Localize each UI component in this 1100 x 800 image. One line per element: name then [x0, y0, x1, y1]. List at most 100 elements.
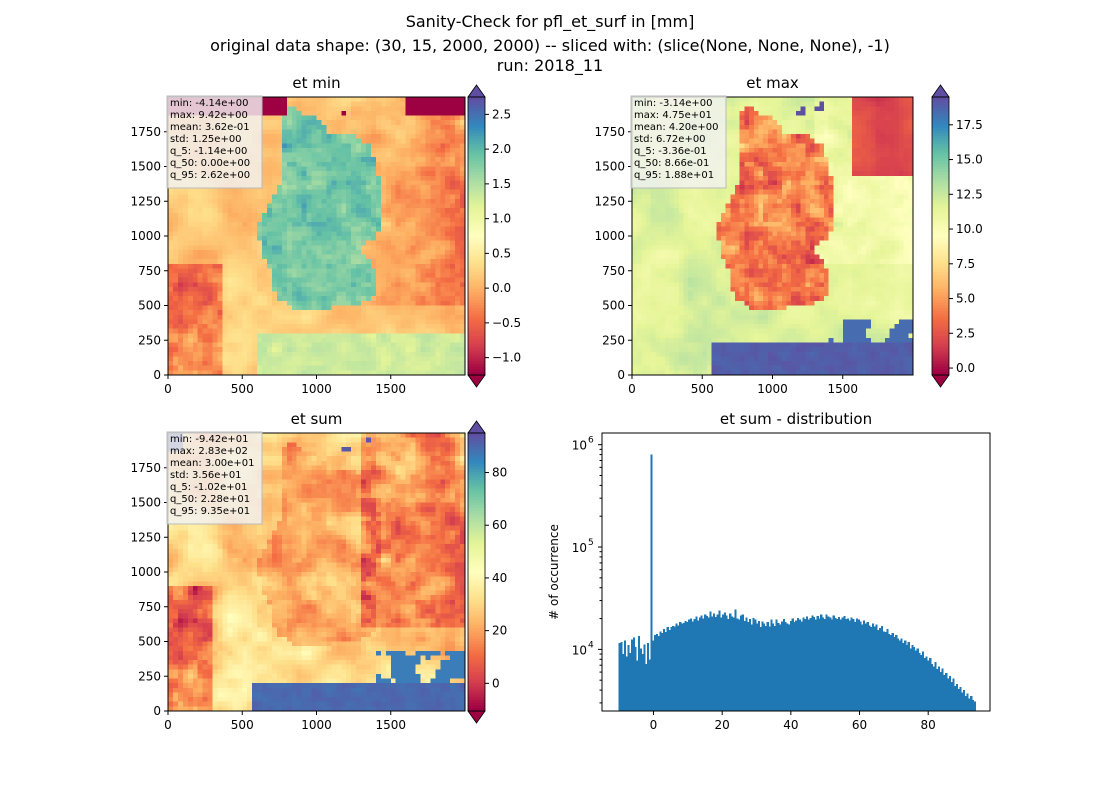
colorbar-segment: [468, 199, 485, 204]
colorbar-segment: [468, 219, 485, 223]
colorbar-segment: [932, 233, 949, 237]
colorbar-segment: [468, 580, 485, 584]
colorbar-segment: [932, 230, 949, 234]
histogram-bar: [755, 623, 759, 711]
colorbar-segment: [468, 496, 485, 501]
colorbar-segment: [468, 283, 485, 287]
colorbar-segment: [932, 372, 949, 376]
histogram-bar: [877, 629, 880, 711]
colorbar-segment: [468, 641, 485, 645]
colorbar-segment: [468, 185, 485, 190]
colorbar-segment: [932, 216, 949, 220]
colorbar-segment: [468, 349, 485, 354]
panel-title: et max: [746, 74, 799, 92]
histogram-bar: [650, 454, 653, 711]
colorbar-segment: [468, 555, 485, 559]
y-tick-label: 1500: [130, 160, 161, 174]
panel-title: et sum: [291, 410, 343, 428]
stats-line: q_50: 8.66e-01: [634, 158, 709, 169]
colorbar-segment: [932, 263, 949, 268]
stats-line: max: 4.75e+01: [634, 110, 712, 121]
colorbar-segment: [468, 583, 485, 587]
colorbar-segment: [468, 305, 485, 309]
histogram-bar: [675, 623, 678, 711]
histogram-bar: [845, 619, 848, 711]
colorbar-segment: [932, 110, 949, 115]
colorbar-segment: [468, 560, 485, 565]
colorbar-segment: [932, 352, 949, 357]
colorbar-tick-label: 2.0: [492, 142, 511, 156]
histogram-bar: [918, 653, 921, 711]
colorbar-segment: [468, 258, 485, 262]
histogram-bar: [714, 616, 717, 711]
histogram-bar: [813, 616, 816, 711]
histogram-bar: [809, 618, 812, 711]
histogram-bar: [927, 660, 930, 711]
colorbar-segment: [932, 172, 949, 176]
colorbar-segment: [932, 138, 949, 143]
colorbar-segment: [468, 585, 485, 590]
histogram-bar: [939, 672, 942, 711]
x-tick-label: 0: [628, 382, 636, 396]
colorbar-segment: [932, 210, 949, 215]
x-tick-label: 500: [231, 382, 254, 396]
histogram-bar: [850, 617, 853, 711]
histogram-bar: [823, 619, 826, 711]
colorbar-segment: [468, 372, 485, 376]
colorbar-segment: [468, 361, 485, 365]
histogram-bar: [736, 618, 739, 711]
colorbar-segment: [932, 194, 949, 198]
stats-line: q_5: -1.02e+01: [170, 482, 247, 493]
stats-line: max: 2.83e+02: [170, 446, 248, 457]
histogram-bar: [950, 682, 953, 711]
histogram-bar: [772, 623, 775, 711]
histogram-bar: [768, 626, 771, 711]
figure-title-line-3: run: 2018_11: [496, 56, 604, 75]
colorbar-tick-label: 0.0: [492, 281, 511, 295]
colorbar-segment: [468, 183, 485, 187]
histogram-bar: [693, 619, 696, 711]
colorbar-segment: [932, 294, 949, 298]
colorbar-segment: [932, 124, 949, 129]
histogram-bar: [859, 621, 862, 711]
histogram-bar: [723, 612, 726, 711]
colorbar-segment: [468, 588, 485, 593]
colorbar-segment: [468, 205, 485, 209]
colorbar-segment: [932, 249, 949, 254]
x-tick-label: 500: [691, 382, 714, 396]
y-tick-label-exponent: 6: [588, 436, 594, 446]
histogram-bar: [904, 640, 907, 711]
histogram-bar: [841, 617, 844, 711]
colorbar-segment: [932, 222, 949, 226]
colorbar-segment: [932, 330, 949, 334]
colorbar-segment: [932, 213, 949, 218]
histogram-bar: [914, 650, 917, 711]
colorbar-segment: [468, 160, 485, 165]
colorbar-extend-top: [467, 420, 486, 434]
histogram-bar: [807, 619, 810, 711]
x-tick-label: 1500: [375, 718, 406, 732]
colorbar-segment: [468, 174, 485, 179]
colorbar-segment: [932, 185, 949, 190]
colorbar-segment: [468, 672, 485, 676]
histogram-bar: [659, 631, 662, 711]
histogram-bar: [836, 619, 839, 711]
histogram-bar: [884, 631, 887, 711]
histogram-bar: [855, 618, 859, 711]
colorbar-segment: [932, 344, 949, 348]
histogram-bar: [875, 624, 878, 711]
histogram-bar: [847, 618, 850, 711]
stats-line: q_5: -3.36e-01: [634, 146, 707, 157]
colorbar-segment: [468, 546, 485, 551]
histogram-bar: [695, 616, 698, 711]
colorbar-segment: [932, 97, 949, 101]
colorbar-segment: [468, 544, 485, 548]
colorbar-segment: [468, 630, 485, 634]
colorbar-segment: [932, 286, 949, 290]
colorbar-tick-label: 80: [492, 466, 507, 480]
stats-line: std: 1.25e+00: [170, 134, 242, 145]
histogram-bar: [897, 638, 900, 711]
colorbar-segment: [468, 116, 485, 120]
colorbar-segment: [468, 483, 485, 487]
